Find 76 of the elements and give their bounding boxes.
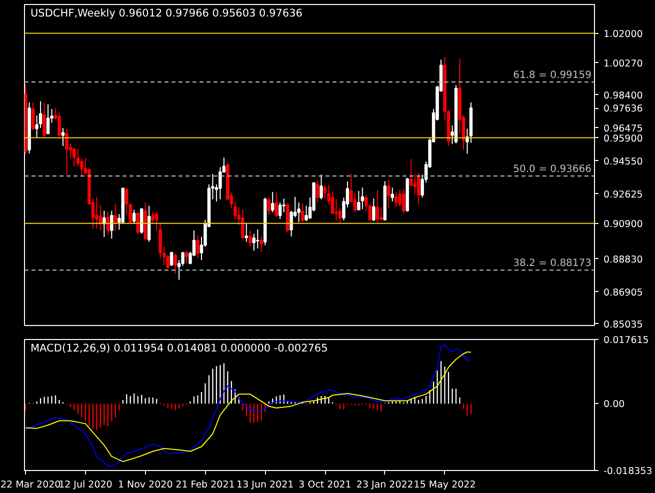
candlestick (110, 210, 114, 240)
x-tick-label: 22 Mar 2020 (0, 480, 61, 490)
ref-line-label: 0.90900 (604, 218, 643, 230)
y-tick-label: 0.017615 (604, 335, 649, 346)
candlestick (360, 187, 364, 210)
ref-line-label: 38.2 = 0.88173 (513, 258, 592, 270)
candlestick (95, 196, 98, 230)
candlestick (244, 222, 248, 242)
candlestick (31, 102, 35, 131)
candlestick (353, 192, 357, 213)
candlestick (241, 208, 244, 240)
candlestick (267, 197, 270, 216)
candlestick (46, 104, 50, 134)
ref-line-label: 61.8 = 0.99159 (513, 70, 592, 81)
chart-title: MACD(12,26,9) 0.011954 0.014081 0.000000 -0.002765 (30, 342, 328, 354)
candlestick (61, 128, 65, 146)
candlestick (65, 128, 68, 176)
y-tick-label: 0.85035 (604, 319, 643, 330)
ref-line-label: 0.95900 (604, 133, 643, 144)
x-tick-label: 21 Feb 2021 (176, 480, 235, 490)
y-tick-label: 0.98400 (604, 90, 643, 102)
candlestick (409, 158, 413, 187)
candlestick (248, 230, 252, 248)
x-tick-label: 23 Jan 2022 (356, 480, 414, 490)
candlestick (282, 198, 286, 213)
x-tick-label: 13 Jun 2021 (236, 480, 294, 490)
candlestick (132, 209, 136, 224)
candlestick (72, 147, 76, 167)
candlestick (387, 178, 390, 208)
ref-line-label: 1.02000 (604, 28, 643, 40)
candlestick (320, 174, 323, 200)
candlestick (390, 187, 394, 202)
candlestick (402, 188, 406, 214)
candlestick (174, 252, 177, 274)
ref-line-label: 50.0 = 0.93666 (513, 164, 592, 176)
candlestick (338, 207, 342, 224)
y-tick-label: 0.00 (604, 399, 625, 410)
x-tick-label: 15 May 2022 (414, 480, 476, 490)
x-tick-label: 1 Nov 2020 (118, 480, 173, 490)
candlestick (274, 192, 278, 218)
x-tick-label: 3 Oct 2021 (298, 480, 352, 490)
candlestick (102, 210, 106, 238)
candlestick (278, 202, 282, 220)
y-tick-label: 0.96475 (604, 123, 643, 134)
candlestick (334, 198, 338, 221)
x-tick-label: 12 Jul 2020 (58, 480, 112, 490)
candlestick (260, 236, 263, 252)
candlestick (394, 191, 398, 208)
candlestick (300, 203, 304, 223)
candlestick (184, 250, 188, 264)
candlestick (270, 191, 274, 213)
candlestick (170, 251, 174, 266)
candlestick (136, 212, 140, 235)
candlestick (151, 212, 154, 224)
y-tick-label: 0.86905 (604, 287, 643, 298)
y-tick-label: 0.88830 (604, 254, 643, 266)
candlestick (357, 190, 360, 210)
candlestick (413, 173, 416, 195)
y-tick-label: -0.018353 (604, 466, 652, 477)
y-tick-label: 0.92625 (604, 189, 643, 200)
y-tick-label: 0.97636 (604, 104, 643, 115)
candlestick (398, 188, 402, 208)
y-tick-label: 1.00270 (604, 58, 643, 70)
candlestick (58, 112, 61, 137)
candlestick (42, 102, 46, 138)
chart-title: USDCHF,Weekly 0.96012 0.97966 0.95603 0.97636 (30, 8, 303, 20)
candlestick (196, 234, 200, 259)
candlestick (376, 190, 380, 223)
candlestick (252, 233, 256, 252)
candlestick (380, 206, 383, 221)
candlestick (256, 228, 260, 249)
candlestick (114, 203, 118, 231)
y-tick-label: 0.94550 (604, 156, 643, 168)
candlestick (372, 198, 376, 222)
candlestick (416, 172, 420, 206)
candlestick (316, 180, 320, 204)
